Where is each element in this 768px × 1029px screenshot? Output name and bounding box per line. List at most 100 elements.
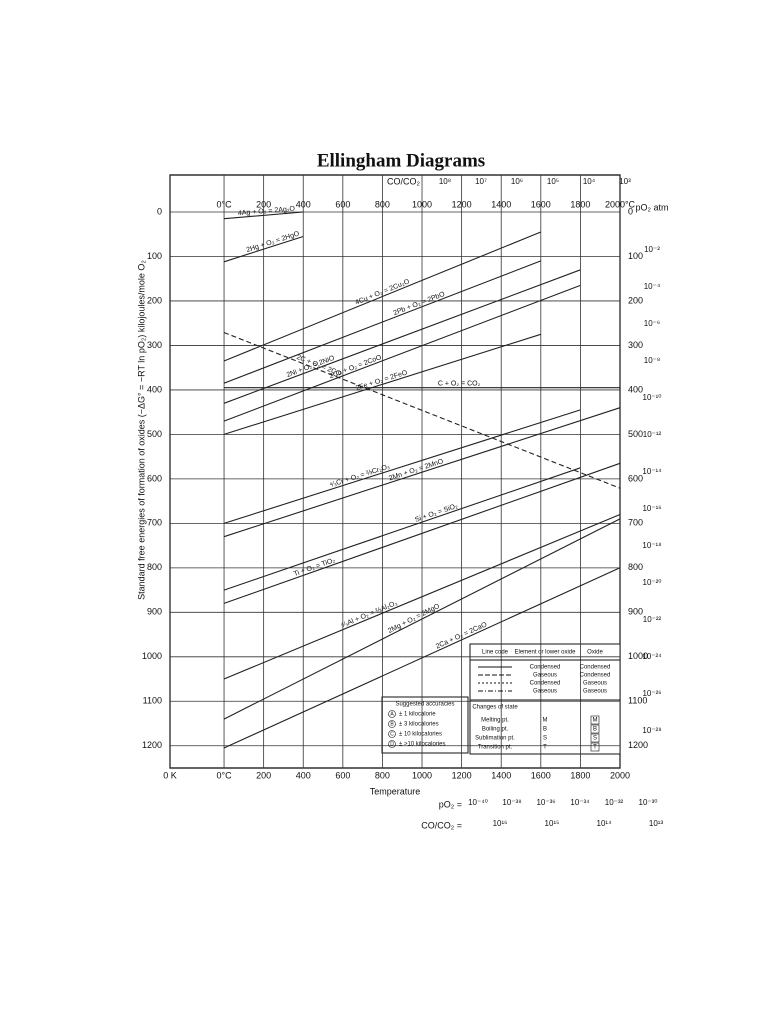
- co-co2-top-label: 10⁸: [439, 177, 451, 186]
- accuracy-text: ± 1 kilocalorie: [399, 712, 436, 718]
- accuracy-code: A: [390, 711, 394, 717]
- y-tick-label: 1200: [142, 740, 162, 750]
- y-tick-label: 0: [157, 206, 162, 216]
- po2-bottom-label: 10⁻³⁶: [536, 798, 555, 807]
- po2-bottom-label: 10⁻³⁴: [570, 798, 590, 807]
- reaction-line: [223, 260, 541, 384]
- accuracy-code: B: [390, 721, 394, 727]
- change-box: [590, 733, 600, 743]
- po2-right-label: 10⁻²⁸: [642, 726, 661, 735]
- co-co2-top-label: 10³: [619, 177, 631, 186]
- x-top-tick-label: 0°C: [216, 199, 232, 209]
- x-top-tick-label: 200: [256, 199, 271, 209]
- x-tick-label: 1400: [491, 770, 511, 780]
- change-cell: T: [593, 745, 597, 751]
- co-co2-top-label: 10⁷: [475, 177, 487, 186]
- po2-right-label: 10⁻⁸: [644, 356, 661, 365]
- y-tick-label-right: 400: [628, 384, 643, 394]
- y-tick-label: 300: [147, 340, 162, 350]
- po2-bottom-label: 10⁻⁴⁰: [468, 798, 488, 807]
- po2-right-label: 10⁻¹⁴: [642, 467, 662, 476]
- x-tick-label: 2000: [610, 770, 630, 780]
- po2-right-label: 10⁻⁴: [644, 282, 661, 291]
- reaction-line: [223, 231, 542, 362]
- legend-cell: Condensed: [580, 665, 611, 671]
- co-co2-top-label: 10⁶: [511, 177, 523, 186]
- change-cell: Transition pt.: [478, 745, 513, 751]
- x-tick-label: 0°C: [216, 770, 232, 780]
- accuracy-text: ± >10 kilocalories: [399, 742, 445, 748]
- y-tick-label-right: 900: [628, 607, 643, 617]
- x-top-tick-label: 600: [335, 199, 350, 209]
- y-tick-label-right: 500: [628, 429, 643, 439]
- accuracy-text: ± 10 kilocalories: [399, 732, 442, 738]
- legend-header: Element or lower oxide: [514, 650, 576, 656]
- y-tick-label: 600: [147, 473, 162, 483]
- title: Ellingham Diagrams: [317, 150, 485, 171]
- x-tick-label: 1600: [531, 770, 551, 780]
- legend-header: Line code: [482, 650, 509, 656]
- change-box: [590, 715, 600, 725]
- accuracy-symbol: [388, 730, 396, 738]
- co-co2-top-label: 10⁴: [583, 177, 596, 186]
- po2-right-label: 10⁻²⁰: [643, 578, 662, 587]
- reaction-line: [223, 462, 621, 604]
- y-tick-label-right: 800: [628, 562, 643, 572]
- accuracy-symbol: [388, 710, 396, 718]
- po2-right-label: 10⁻²²: [643, 615, 662, 624]
- co-co2-bottom-label: 10¹⁵: [545, 819, 560, 828]
- x-top-tick-label: 2000°C: [605, 199, 636, 209]
- reaction-line: [223, 269, 581, 404]
- accuracy-text: ± 3 kilocalories: [399, 722, 439, 728]
- x-tick-label: 200: [256, 770, 271, 780]
- co-co2-bottom-label: 10¹⁴: [597, 819, 613, 828]
- reaction-label: 4Ag + O₂ = 2Ag₂O: [238, 206, 296, 218]
- po2-right-label: 10⁻¹⁸: [642, 541, 661, 550]
- reaction-line: [223, 235, 304, 263]
- y-tick-label: 1100: [143, 696, 162, 706]
- accuracy-title: Suggested accuracies: [395, 702, 454, 708]
- x-top-tick-label: 1000: [412, 199, 432, 209]
- y-tick-label-right: 0: [628, 206, 633, 216]
- change-cell: B: [593, 727, 597, 733]
- po2-bottom-label: 10⁻³²: [605, 798, 624, 807]
- co-co2-bottom-label: 10¹³: [649, 819, 664, 828]
- reaction-line: [223, 211, 304, 220]
- x-top-tick-label: 1800: [570, 199, 590, 209]
- co-co2-label: CO/CO₂: [387, 176, 421, 186]
- change-cell: Boiling pt.: [482, 727, 509, 733]
- reaction-line: [223, 407, 621, 538]
- x-tick-label: 1800: [570, 770, 590, 780]
- po2-right-label: 10⁻¹⁰: [643, 393, 662, 402]
- po2-right-label: 10⁻¹²: [643, 430, 662, 439]
- x-axis-label: Temperature: [370, 786, 421, 796]
- reaction-label: C + O₂ = CO₂: [438, 381, 481, 388]
- y-tick-label: 100: [147, 251, 162, 261]
- y-tick-label: 400: [147, 384, 162, 394]
- legend-cell: Gaseous: [583, 681, 607, 687]
- reaction-line: [223, 333, 541, 435]
- y-tick-label-right: 600: [628, 473, 643, 483]
- po2-right-label: 10⁻⁶: [644, 319, 660, 328]
- y-tick-label-right: 200: [628, 295, 643, 305]
- change-cell: S: [543, 736, 547, 742]
- change-cell: M: [543, 718, 548, 724]
- po2-bottom-label: 10⁻³⁰: [639, 798, 658, 807]
- accuracy-symbol: [388, 740, 396, 748]
- po2-right-label: 10⁻²⁴: [642, 652, 662, 661]
- reaction-line: [223, 284, 581, 422]
- reaction-line: [223, 331, 621, 489]
- legend-cell: Gaseous: [533, 673, 557, 679]
- y-tick-label-right: 300: [628, 340, 643, 350]
- accuracy-box: [381, 696, 469, 754]
- accuracy-code: C: [390, 731, 394, 737]
- x-tick-label: 400: [296, 770, 311, 780]
- x-tick-label: 1200: [452, 770, 472, 780]
- y-tick-label-right: 1200: [628, 740, 648, 750]
- x-tick-label: 800: [375, 770, 390, 780]
- po2-right-label: 10⁻²⁶: [642, 689, 661, 698]
- changes-title: Changes of state: [472, 705, 518, 711]
- x-tick-label: 600: [335, 770, 350, 780]
- legend-cell: Condensed: [530, 681, 561, 687]
- y-tick-label-right: 1100: [628, 696, 647, 706]
